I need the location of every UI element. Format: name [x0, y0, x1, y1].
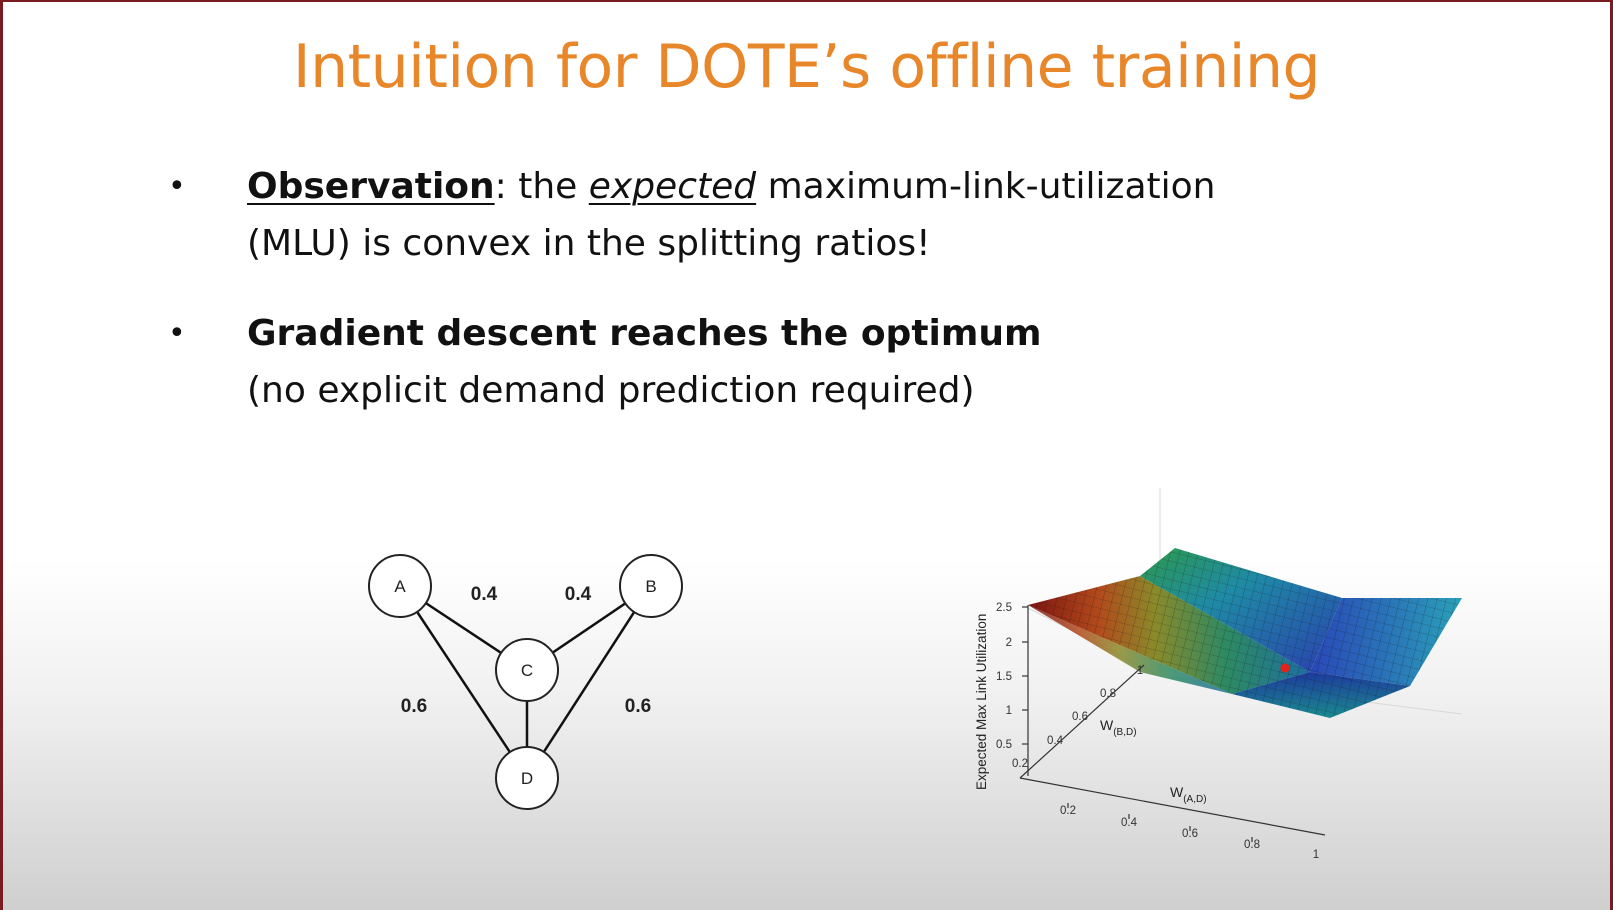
- x-tick: 0.8: [1244, 839, 1260, 851]
- node-a: [368, 554, 432, 618]
- z-tick: 2.5: [996, 602, 1012, 614]
- y-axis-label: W(B,D): [1100, 717, 1137, 738]
- bullet-lead: Observation: [247, 166, 495, 207]
- y-tick: 0.4: [1047, 735, 1064, 747]
- edge-a-d: [398, 585, 529, 779]
- node-label-c: C: [521, 661, 533, 680]
- edge-a-c: [399, 584, 528, 672]
- bullet-body: Observation: the expected maximum-link-u…: [247, 158, 1215, 272]
- surface-mesh: [1028, 548, 1462, 718]
- node-label-b: B: [645, 577, 656, 596]
- bullet-text: : the: [494, 166, 589, 207]
- edge-b-d: [525, 585, 653, 779]
- node-c: [495, 638, 559, 702]
- slide-title: Intuition for DOTE’s offline training: [292, 32, 1321, 102]
- bullet-line-1: Gradient descent reaches the optimum: [247, 313, 1042, 354]
- edge-weight-b-c: 0.4: [565, 584, 592, 605]
- bullet-line-2: (no explicit demand prediction required): [247, 370, 975, 411]
- node-label-a: A: [394, 577, 406, 596]
- node-d: [495, 746, 559, 810]
- x-axis-label: W(A,D): [1170, 784, 1207, 805]
- y-tick: 0.8: [1100, 688, 1116, 700]
- slide-left-border: [0, 0, 3, 910]
- edge-weight-a-c: 0.4: [471, 584, 498, 605]
- bullet-marker: •: [168, 316, 186, 351]
- y-tick: 1: [1137, 665, 1143, 677]
- z-tick: 2: [1006, 637, 1012, 649]
- y-tick: 0.2: [1012, 758, 1028, 770]
- node-b: [619, 554, 683, 618]
- z-axis-label: Expected Max Link Utilization: [974, 614, 989, 790]
- z-tick: 1: [1006, 705, 1012, 717]
- x-tick: 0.2: [1060, 805, 1076, 817]
- slide-right-border: [1610, 0, 1613, 910]
- bullet-line-2: (MLU) is convex in the splitting ratios!: [247, 223, 931, 264]
- y-axis: [1019, 664, 1145, 779]
- bullet-line-1: Observation: the expected maximum-link-u…: [247, 158, 1215, 215]
- edge-weight-a-d: 0.6: [401, 696, 427, 717]
- bullet-text: maximum-link-utilization: [756, 166, 1216, 207]
- optimum-marker: [1280, 663, 1290, 673]
- x-axis: [1019, 777, 1326, 836]
- z-tick: 0.5: [996, 739, 1012, 751]
- x-tick: 1: [1313, 849, 1319, 861]
- node-label-d: D: [521, 769, 533, 788]
- x-tick: 0.4: [1121, 817, 1138, 829]
- edge-b-c: [526, 584, 652, 672]
- edge-weight-b-d: 0.6: [625, 696, 651, 717]
- bullet-body: Gradient descent reaches the optimum (no…: [247, 305, 1042, 419]
- bullet-marker: •: [168, 169, 186, 204]
- y-tick: 0.6: [1072, 711, 1088, 723]
- bullet-emphasis: expected: [588, 166, 757, 207]
- z-tick: 1.5: [996, 671, 1012, 683]
- slide-top-border: [0, 0, 1613, 2]
- x-tick: 0.6: [1182, 828, 1198, 840]
